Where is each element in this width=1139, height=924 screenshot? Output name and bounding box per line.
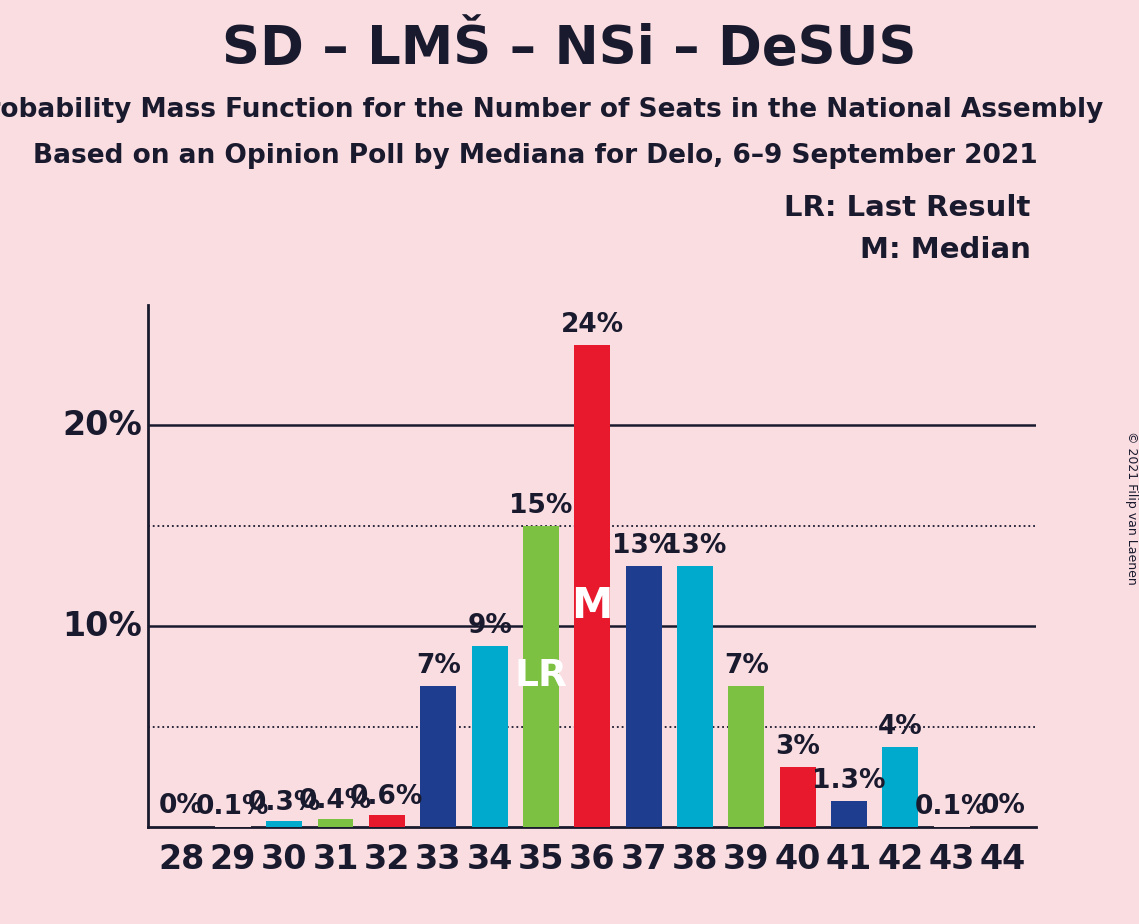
Bar <box>677 565 713 827</box>
Text: 0%: 0% <box>159 793 204 819</box>
Text: 13%: 13% <box>663 533 727 559</box>
Text: LR: LR <box>515 659 567 694</box>
Text: M: Median: M: Median <box>860 236 1031 263</box>
Text: 13%: 13% <box>612 533 675 559</box>
Text: Based on an Opinion Poll by Mediana for Delo, 6–9 September 2021: Based on an Opinion Poll by Mediana for … <box>33 143 1038 169</box>
Text: 10%: 10% <box>63 610 142 643</box>
Bar <box>472 646 508 827</box>
Text: 0.1%: 0.1% <box>196 794 270 820</box>
Bar <box>831 801 867 827</box>
Bar <box>574 345 611 827</box>
Text: 9%: 9% <box>467 614 513 639</box>
Bar <box>728 687 764 827</box>
Text: 24%: 24% <box>560 312 624 338</box>
Bar <box>215 825 251 827</box>
Bar <box>267 821 302 827</box>
Bar <box>369 815 404 827</box>
Text: 0.6%: 0.6% <box>350 784 424 810</box>
Text: 4%: 4% <box>878 713 923 739</box>
Text: 20%: 20% <box>63 409 142 442</box>
Text: 0.4%: 0.4% <box>298 788 372 814</box>
Text: 3%: 3% <box>776 734 820 760</box>
Text: 7%: 7% <box>724 653 769 679</box>
Text: 0.3%: 0.3% <box>247 790 321 816</box>
Bar <box>780 767 816 827</box>
Text: © 2021 Filip van Laenen: © 2021 Filip van Laenen <box>1124 432 1138 585</box>
Text: 0%: 0% <box>981 793 1025 819</box>
Bar <box>523 526 559 827</box>
Text: 15%: 15% <box>509 492 573 518</box>
Text: 0.1%: 0.1% <box>915 794 989 820</box>
Bar <box>318 819 353 827</box>
Bar <box>883 747 918 827</box>
Bar <box>625 565 662 827</box>
Text: M: M <box>572 585 613 627</box>
Text: Probability Mass Function for the Number of Seats in the National Assembly: Probability Mass Function for the Number… <box>0 97 1103 123</box>
Text: SD – LMŠ – NSi – DeSUS: SD – LMŠ – NSi – DeSUS <box>222 23 917 75</box>
Bar <box>420 687 457 827</box>
Bar <box>934 825 969 827</box>
Text: 7%: 7% <box>416 653 460 679</box>
Text: LR: Last Result: LR: Last Result <box>785 194 1031 222</box>
Text: 1.3%: 1.3% <box>812 768 886 794</box>
